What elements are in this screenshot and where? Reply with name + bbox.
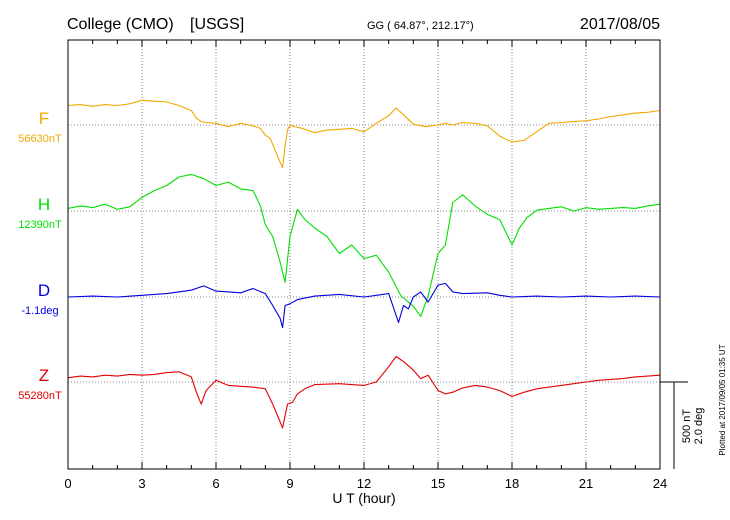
- series-baseline-label-z: 55280nT: [18, 390, 62, 402]
- date-label: 2017/08/05: [580, 16, 660, 33]
- series-line-h: [67, 173, 661, 317]
- x-tick-label-9: 9: [286, 476, 293, 491]
- series-baseline-label-f: 56630nT: [18, 133, 62, 145]
- x-tick-label-21: 21: [579, 476, 593, 491]
- plotted-timestamp: Plotted at 2017/09/05 01:35 UT: [718, 344, 727, 455]
- series-baseline-label-d: -1.1deg: [21, 305, 58, 317]
- plot-frame: [67, 39, 661, 470]
- series-name-h: H: [38, 195, 50, 214]
- x-axis-label: U T (hour): [332, 490, 395, 506]
- x-axis-ticks: [67, 40, 661, 469]
- coordinates-label: GG ( 64.87°, 212.17°): [367, 20, 474, 32]
- x-tick-label-12: 12: [357, 476, 371, 491]
- x-tick-label-24: 24: [653, 476, 667, 491]
- series-lines: [67, 99, 661, 429]
- x-tick-label-0: 0: [64, 476, 71, 491]
- x-axis-tick-labels: 0 3 6 9 12 15 18 21 24: [64, 476, 667, 491]
- series-name-d: D: [38, 281, 50, 300]
- station-title: College (CMO): [67, 16, 174, 33]
- x-tick-label-18: 18: [505, 476, 519, 491]
- series-line-d: [67, 282, 661, 329]
- series-baseline-label-h: 12390nT: [18, 219, 62, 231]
- series-name-f: F: [39, 109, 49, 128]
- scale-nt-label: 500 nT: [681, 409, 693, 444]
- x-tick-label-6: 6: [212, 476, 219, 491]
- series-line-f: [67, 99, 661, 169]
- series-line-z: [67, 355, 661, 429]
- x-tick-label-3: 3: [138, 476, 145, 491]
- series-labels: F 56630nT H 12390nT D -1.1deg Z 55280nT: [18, 109, 62, 402]
- series-name-z: Z: [39, 366, 49, 385]
- scale-deg-label: 2.0 deg: [693, 408, 705, 445]
- grid-lines: [141, 40, 587, 469]
- x-tick-label-15: 15: [431, 476, 445, 491]
- agency-label: [USGS]: [190, 16, 244, 33]
- scale-bar: 500 nT 2.0 deg: [660, 381, 705, 469]
